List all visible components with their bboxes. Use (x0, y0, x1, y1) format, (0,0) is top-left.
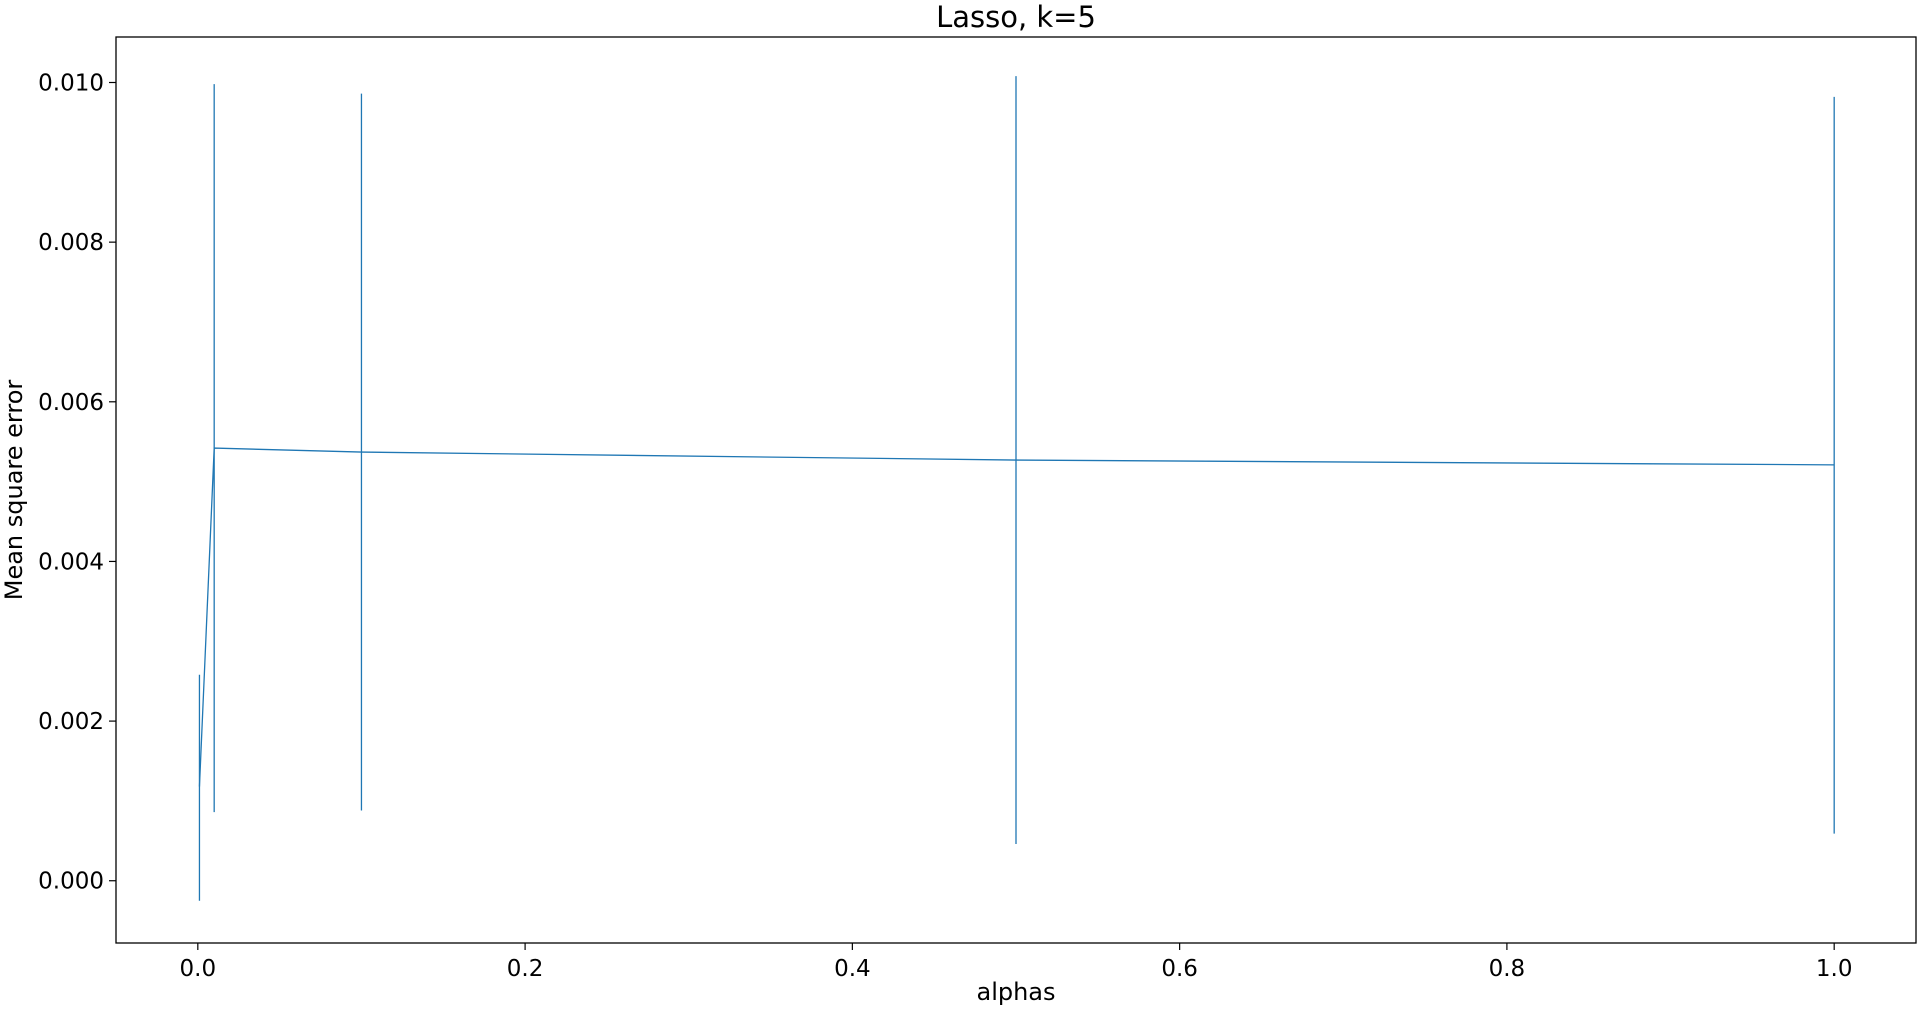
series-layer (198, 76, 1835, 901)
x-tick-label: 0.4 (834, 956, 871, 982)
y-tick-label: 0.000 (38, 869, 104, 895)
x-tick-label: 0.0 (180, 956, 217, 982)
y-tick-label: 0.010 (38, 70, 104, 96)
chart-title: Lasso, k=5 (936, 0, 1096, 34)
plot-area-frame (115, 36, 1917, 944)
x-tick-label: 0.2 (507, 956, 544, 982)
x-axis: 0.0 0.2 0.4 0.6 0.8 1.0 (180, 943, 1853, 982)
y-tick-label: 0.004 (38, 549, 104, 575)
x-tick-label: 1.0 (1816, 956, 1853, 982)
y-axis: 0.000 0.002 0.004 0.006 0.008 0.010 (38, 70, 116, 895)
y-tick-label: 0.002 (38, 709, 104, 735)
series-line (198, 447, 1835, 787)
y-axis-label: Mean square error (0, 380, 28, 601)
y-tick-label: 0.008 (38, 230, 104, 256)
x-axis-label: alphas (976, 978, 1055, 1006)
y-tick-label: 0.006 (38, 390, 104, 416)
x-tick-label: 0.6 (1161, 956, 1198, 982)
x-tick-label: 0.8 (1489, 956, 1526, 982)
